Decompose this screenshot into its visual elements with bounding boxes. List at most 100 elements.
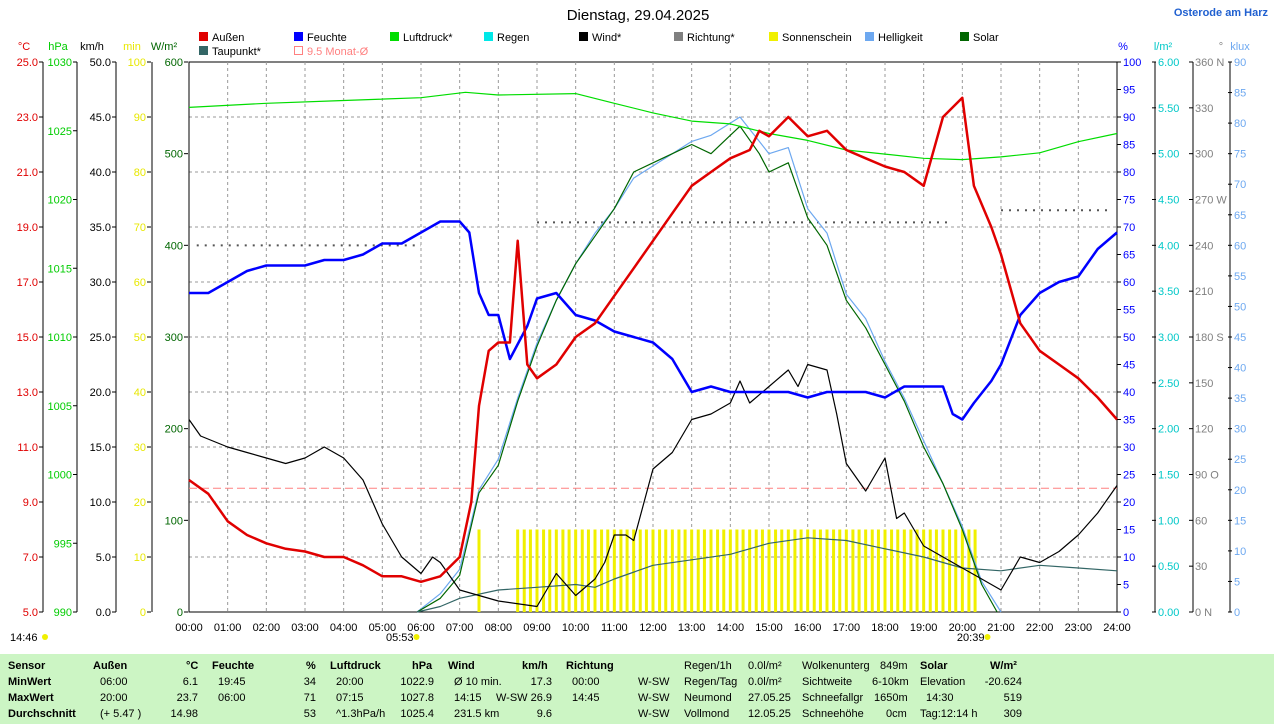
axis-unit: min: [123, 41, 141, 53]
x-tick-label: 11:00: [601, 622, 628, 634]
solar-label: 14:30: [926, 692, 954, 704]
x-tick-label: 10:00: [562, 622, 590, 634]
summary-value: 34: [303, 676, 316, 688]
sunshine-bar: [619, 529, 623, 612]
summary-value: 1022.9: [400, 676, 434, 688]
series-line-feuchte: [189, 220, 1118, 421]
tick-label: 35: [1123, 415, 1135, 427]
sunshine-bar: [890, 529, 894, 612]
tick-label: 15: [1123, 525, 1135, 537]
legend-label: Taupunkt*: [212, 46, 262, 58]
sunshine-bar: [683, 529, 687, 612]
legend-swatch: [484, 32, 493, 41]
sunshine-bar: [574, 529, 578, 612]
summary-row-label: MinWert: [8, 676, 52, 688]
legend-label: 9.5 Monat-Ø: [307, 46, 369, 58]
sunshine-bar: [535, 529, 539, 612]
legend-swatch: [865, 32, 874, 41]
tick-label: 300: [1195, 149, 1213, 161]
tick-label: 45: [1234, 332, 1246, 344]
cloud-label: Schneehöhe: [802, 708, 864, 720]
sunshine-bar: [664, 529, 668, 612]
sunshine-bar: [883, 529, 887, 612]
sunshine-bar: [909, 529, 913, 612]
sunshine-bar: [825, 529, 829, 612]
legend-label: Feuchte: [307, 32, 347, 44]
sunshine-bar: [644, 529, 648, 612]
sunshine-bar: [793, 529, 797, 612]
sunshine-bar: [767, 529, 771, 612]
tick-label: 55: [1123, 305, 1135, 317]
tick-label: 3.00: [1158, 332, 1179, 344]
sunshine-bar: [922, 529, 926, 612]
moon-label: Neumond: [684, 692, 732, 704]
sun-marker-icon: [984, 634, 991, 640]
x-tick-label: 13:00: [678, 622, 706, 634]
solar-value: 519: [1003, 692, 1022, 704]
sunshine-bar: [702, 529, 706, 612]
rain-value: 0.0l/m²: [748, 660, 782, 672]
legend-swatch: [294, 32, 303, 41]
sunshine-bar: [960, 529, 964, 612]
moon-label: Vollmond: [684, 708, 730, 720]
solar-label: Elevation: [920, 676, 966, 688]
tick-label: 35.0: [90, 222, 111, 234]
sunshine-bar: [754, 529, 758, 612]
sunshine-bar: [857, 529, 861, 612]
tick-label: 75: [1234, 149, 1246, 161]
tick-label: 270 W: [1195, 195, 1227, 207]
series-group: [188, 91, 1118, 613]
tick-label: 11.0: [17, 442, 38, 454]
sunshine-bar: [600, 529, 604, 612]
axes: 5.0 7.0 9.0 11.0 13.0 15.0 17.0 19.0 21.0 23.0 25.…: [17, 57, 1247, 634]
sunshine-bar: [896, 529, 900, 612]
axis-unit: °: [1219, 41, 1223, 53]
sunshine-bar: [876, 529, 880, 612]
sunshine-bar: [658, 529, 662, 612]
tick-label: 60: [134, 277, 146, 289]
sunshine-bar: [844, 529, 848, 612]
cloud-value: 6-10km: [872, 676, 909, 688]
rain-label: Regen/1h: [684, 660, 732, 672]
sunset-label: 20:39: [957, 632, 985, 644]
sunshine-bar: [651, 529, 655, 612]
summary-header-feuchte-unit: %: [306, 660, 316, 672]
tick-label: 15.0: [90, 442, 111, 454]
legend-label: Helligkeit: [878, 32, 923, 44]
axis-unit-labels: °C hPa km/h min W/m²% l/m² ° klux: [18, 41, 1250, 53]
tick-label: 30: [134, 442, 146, 454]
axis-unit: km/h: [80, 41, 104, 53]
tick-label: 600: [165, 57, 183, 69]
tick-label: 15.0: [17, 332, 38, 344]
tick-label: 30: [1195, 561, 1207, 573]
x-tick-label: 06:00: [407, 622, 435, 634]
summary-header-feuchte: Feuchte: [212, 660, 255, 672]
tick-label: 55: [1234, 271, 1246, 283]
x-tick-label: 17:00: [833, 622, 861, 634]
time-markers: 05:53 20:39 14:46: [10, 632, 991, 644]
tick-label: 90: [134, 112, 146, 124]
series-line-helligkeit: [416, 116, 1002, 613]
summary-value: (+ 5.47 ): [100, 708, 142, 720]
sunshine-bar: [741, 529, 745, 612]
sunshine-bar: [516, 529, 520, 612]
cloud-label: Wolkenunterg: [802, 660, 870, 672]
legend-label: Richtung*: [687, 32, 735, 44]
tick-label: 85: [1234, 88, 1246, 100]
sunshine-bar: [915, 529, 919, 612]
sunshine-bar: [818, 529, 822, 612]
location-label: Osterode am Harz: [1174, 7, 1269, 19]
tick-label: 1.00: [1158, 515, 1179, 527]
tick-label: 30: [1234, 424, 1246, 436]
tick-label: 19.0: [17, 222, 38, 234]
series-line-wind: [188, 363, 1118, 608]
sunshine-bar: [735, 529, 739, 612]
sunshine-bar: [477, 529, 481, 612]
sunshine-bar: [722, 529, 726, 612]
tick-label: 300: [165, 332, 183, 344]
summary-row-label: MaxWert: [8, 692, 54, 704]
summary-value: 14.98: [170, 708, 198, 720]
summary-value: 23.7: [176, 692, 198, 704]
summary-value: 06:00: [218, 692, 246, 704]
solar-value: 309: [1003, 708, 1022, 720]
